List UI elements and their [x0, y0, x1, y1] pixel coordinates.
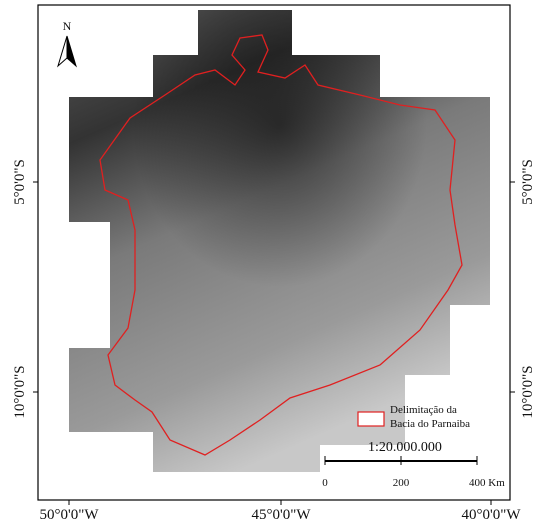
latitude-label: 10°0'0"S — [12, 365, 28, 418]
longitude-label: 40°0'0"W — [462, 507, 522, 523]
legend-label: Delimitação da — [390, 404, 457, 416]
latitude-label: 5°0'0"S — [12, 159, 28, 205]
map: N 50°0'0"W 45°0'0"W 40°0'0"W 5°0'0"S 10°… — [0, 0, 547, 524]
latitude-label: 10°0'0"S — [520, 365, 536, 418]
scale-tick: 400 Km — [469, 477, 505, 489]
north-label: N — [63, 19, 72, 33]
scale-tick: 200 — [393, 477, 410, 489]
longitude-label: 45°0'0"W — [252, 507, 312, 523]
longitude-label: 50°0'0"W — [40, 507, 100, 523]
scale-tick: 0 — [322, 477, 328, 489]
legend-label: Bacia do Parnaiba — [390, 418, 470, 430]
legend-swatch — [358, 412, 384, 426]
latitude-label: 5°0'0"S — [520, 159, 536, 205]
scale-ratio: 1:20.000.000 — [368, 440, 442, 455]
